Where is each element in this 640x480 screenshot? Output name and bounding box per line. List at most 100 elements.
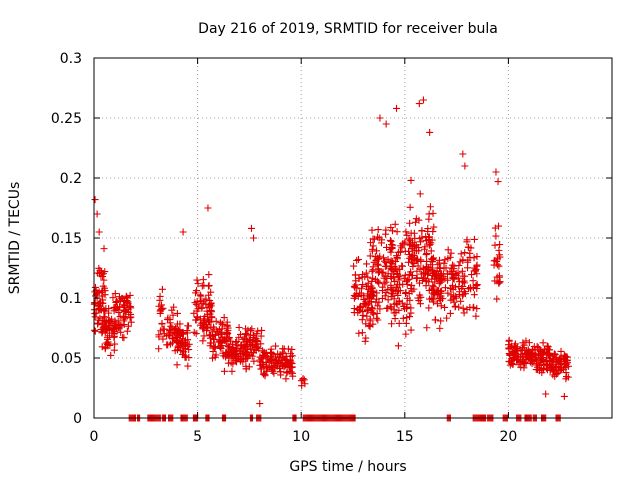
data-point [446,309,454,317]
data-point [111,340,119,348]
data-point [199,299,207,307]
data-point [464,264,472,272]
data-point [391,315,399,323]
data-point [491,241,499,249]
data-point [532,357,540,365]
data-point [112,305,120,313]
data-point [415,244,423,252]
data-point [98,268,106,276]
data-point [173,309,181,317]
data-point [366,317,374,325]
data-point [101,317,109,325]
data-point [472,282,480,290]
data-point [166,332,174,340]
plot-frame [93,57,613,419]
x-tick-label: 15 [396,429,414,445]
data-point [378,294,386,302]
data-point [553,370,561,378]
data-point [402,319,410,327]
data-point [393,253,401,261]
data-point [277,371,285,379]
data-point [368,304,376,312]
data-point [374,269,382,277]
data-point [422,269,430,277]
data-point [206,297,214,305]
data-point [159,325,167,333]
data-point [387,248,395,256]
data-point [495,222,503,230]
data-point [452,271,460,279]
data-point [368,291,376,299]
data-point [356,302,364,310]
data-point [505,336,513,344]
data-point [243,350,251,358]
data-point [418,227,426,235]
data-point [174,343,182,351]
data-point [471,264,479,272]
data-point [180,348,188,356]
data-point [369,263,377,271]
x-tick-label: 5 [193,429,202,445]
data-point [492,168,500,176]
data-point [562,375,570,383]
data-point [182,353,190,361]
data-point [549,363,557,371]
data-point [248,325,256,333]
data-point [108,315,116,323]
data-point [260,370,268,378]
data-point [227,359,235,367]
data-point [412,215,420,223]
data-point [419,96,427,104]
data-point [250,234,258,242]
data-point [437,278,445,286]
data-point [200,281,208,289]
data-point [117,328,125,336]
data-point [555,355,563,363]
data-point [495,262,503,270]
x-axis-label: GPS time / hours [289,459,406,475]
data-point [493,295,501,303]
data-point [520,364,528,372]
data-point [356,289,364,297]
data-point [533,342,541,350]
data-point [423,277,431,285]
data-point [98,289,106,297]
data-point [423,236,431,244]
data-point [370,235,378,243]
data-point [268,355,276,363]
data-point [459,272,467,280]
data-point [155,331,163,339]
data-point [446,253,454,261]
data-point [127,318,135,326]
data-point [409,272,417,280]
data-point [362,269,370,277]
data-point [99,299,107,307]
data-point [362,334,370,342]
data-point [119,301,127,309]
data-point [111,290,119,298]
data-point [243,340,251,348]
data-point [358,316,366,324]
data-point [426,203,434,211]
data-point [170,303,178,311]
data-point [387,281,395,289]
data-point [156,296,164,304]
data-point [99,273,107,281]
data-point [403,314,411,322]
grid-lines [94,58,612,418]
data-point [544,349,552,357]
data-point [450,275,458,283]
data-point [181,352,189,360]
data-point [379,283,387,291]
data-point [115,306,123,314]
data-point [451,303,459,311]
data-point [191,289,199,297]
data-point [406,203,414,211]
data-point [395,276,403,284]
data-point [560,392,568,400]
data-point [468,271,476,279]
data-point [423,324,431,332]
data-point [272,342,280,350]
data-point [416,300,424,308]
data-point [241,355,249,363]
